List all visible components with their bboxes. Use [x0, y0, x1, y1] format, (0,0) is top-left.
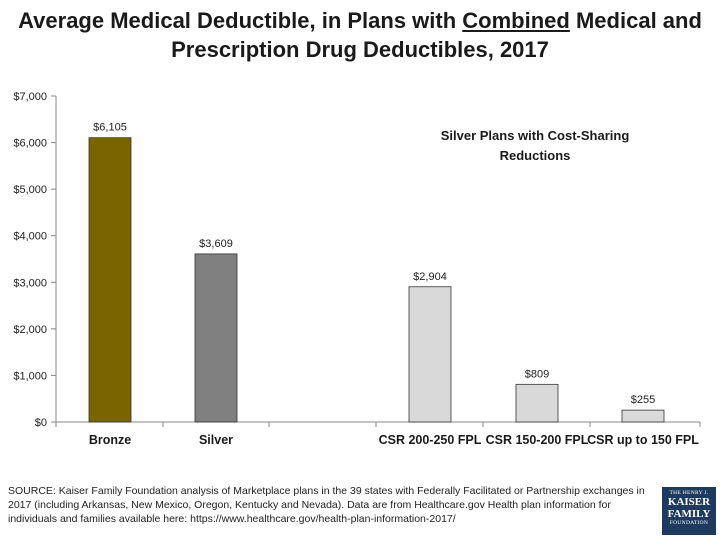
- kff-logo: THE HENRY J. KAISER FAMILY FOUNDATION: [662, 487, 716, 535]
- logo-line3: FAMILY: [667, 508, 711, 520]
- chart-title-line1: Average Medical Deductible, in Plans wit…: [18, 8, 702, 33]
- bar-bronze: [88, 137, 132, 423]
- logo-line1: THE HENRY J.: [669, 490, 709, 496]
- y-tick-label: $0: [35, 417, 47, 429]
- y-tick-label: $5,000: [13, 184, 47, 196]
- annotation-line1: Silver Plans with Cost-Sharing: [441, 128, 630, 143]
- bar-csr-200-250-fpl: [408, 286, 452, 423]
- chart-title: Average Medical Deductible, in Plans wit…: [0, 6, 720, 64]
- data-label: $809: [525, 368, 549, 380]
- x-tick-label: Bronze: [89, 433, 131, 447]
- data-label: $255: [631, 394, 655, 406]
- x-tick-label: CSR up to 150 FPL: [587, 433, 699, 447]
- data-label: $3,609: [199, 238, 233, 250]
- data-label: $2,904: [413, 271, 447, 283]
- y-tick-label: $4,000: [13, 231, 47, 243]
- data-label: $6,105: [93, 122, 127, 134]
- y-tick-label: $3,000: [13, 277, 47, 289]
- bar-silver: [194, 253, 238, 423]
- bar-csr-150-200-fpl: [515, 383, 559, 423]
- x-tick-label: Silver: [199, 433, 233, 447]
- annotation-line2: Reductions: [500, 148, 571, 163]
- x-tick-label: CSR 150-200 FPL: [486, 433, 589, 447]
- logo-line2: KAISER: [667, 496, 711, 508]
- source-note: SOURCE: Kaiser Family Foundation analysi…: [8, 485, 645, 525]
- y-tick-label: $1,000: [13, 370, 47, 382]
- bar-csr-up-to-150-fpl: [621, 409, 665, 423]
- logo-line4: FOUNDATION: [669, 520, 709, 526]
- x-tick-label: CSR 200-250 FPL: [379, 433, 482, 447]
- y-tick-label: $2,000: [13, 324, 47, 336]
- y-tick-label: $6,000: [13, 138, 47, 150]
- y-tick-label: $7,000: [13, 91, 47, 103]
- bar-chart: $0 $1,000 $2,000 $3,000 $4,000 $5,000 $6,000 $7…: [13, 91, 701, 447]
- chart-title-line2: Prescription Drug Deductibles, 2017: [171, 37, 549, 62]
- title-underlined-word: Combined: [462, 8, 570, 33]
